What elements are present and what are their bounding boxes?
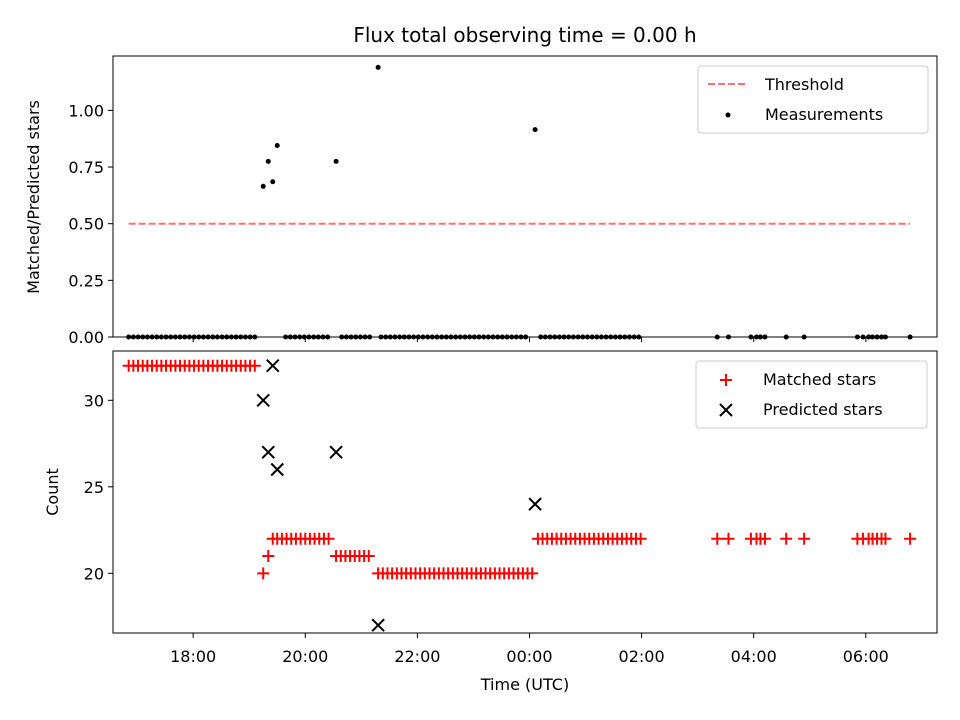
measurement-point — [532, 127, 538, 133]
predicted-star-marker — [261, 445, 275, 459]
predicted-legend-swatch — [719, 403, 733, 417]
top-y-ticks: 0.00 0.25 0.50 0.75 1.00 — [68, 101, 113, 347]
bottom-legend: Matched stars Predicted stars — [695, 360, 928, 429]
predicted-star-marker — [266, 358, 280, 373]
top-y-tick-label: 1.00 — [68, 101, 104, 120]
bottom-x-tick-label: 18:00 — [170, 647, 216, 666]
bottom-x-tick-label: 02:00 — [619, 647, 665, 666]
chart-title: Flux total observing time = 0.00 h — [353, 23, 696, 47]
predicted-star-marker — [329, 445, 343, 459]
matched-star-marker — [262, 550, 275, 563]
matched-star-marker — [257, 567, 270, 580]
measurement-point — [375, 64, 381, 70]
bottom-axes-frame — [112, 350, 938, 634]
top-axes-frame — [112, 55, 938, 338]
bottom-x-tick-label: 06:00 — [843, 647, 889, 666]
bottom-x-tick-label: 04:00 — [731, 647, 777, 666]
matched-star-marker — [248, 359, 261, 372]
measurement-point — [260, 183, 266, 189]
bottom-y-tick-label: 20 — [84, 564, 104, 583]
matched-star-marker — [526, 567, 539, 580]
bottom-plot-marks — [122, 358, 917, 632]
matched-star-marker — [780, 532, 793, 545]
matched-star-marker — [904, 532, 917, 545]
top-y-tick-label: 0.75 — [68, 158, 104, 177]
predicted-star-marker — [528, 497, 542, 511]
measurement-point — [265, 158, 271, 164]
matched-legend-swatch — [720, 374, 732, 386]
measurement-point — [333, 158, 339, 164]
predicted-star-marker — [371, 618, 385, 632]
top-x-ticks — [192, 337, 867, 342]
top-legend: Threshold Measurements — [697, 65, 929, 134]
measurements-legend-label: Measurements — [765, 105, 883, 124]
bottom-panel: 20 25 30 18:00 20:00 22:00 00:00 02:00 04:00 06:… — [43, 350, 938, 694]
matched-star-marker — [722, 532, 735, 545]
matched-star-marker — [634, 532, 647, 545]
top-y-tick-label: 0.25 — [68, 271, 104, 290]
bottom-x-ticks: 18:00 20:00 22:00 00:00 02:00 04:00 06:00 — [170, 633, 889, 666]
measurement-point — [274, 143, 280, 149]
bottom-y-tick-label: 30 — [84, 391, 104, 410]
predicted-legend-label: Predicted stars — [763, 400, 883, 419]
bottom-x-axis-label: Time (UTC) — [480, 675, 569, 694]
matched-star-marker — [711, 532, 724, 545]
bottom-x-tick-label: 20:00 — [282, 647, 328, 666]
bottom-y-axis-label: Count — [43, 468, 62, 516]
top-y-axis-label: Matched/Predicted stars — [24, 100, 43, 294]
bottom-y-ticks: 20 25 30 — [84, 391, 113, 583]
predicted-star-marker — [270, 462, 284, 477]
matched-star-marker — [362, 550, 375, 563]
bottom-x-tick-label: 22:00 — [394, 647, 440, 666]
matched-star-marker — [758, 532, 771, 545]
measurement-point — [270, 179, 276, 185]
matched-legend-label: Matched stars — [763, 370, 876, 389]
top-panel: 0.00 0.25 0.50 0.75 1.00 Matched/Predicted s… — [24, 55, 938, 347]
threshold-legend-label: Threshold — [764, 75, 844, 94]
matched-star-marker — [879, 532, 892, 545]
top-y-tick-label: 0.50 — [68, 215, 104, 234]
matched-star-marker — [266, 532, 279, 545]
bottom-y-tick-label: 25 — [84, 478, 104, 497]
top-legend-box — [697, 65, 929, 134]
top-y-tick-label: 0.00 — [68, 328, 104, 347]
bottom-legend-box — [695, 360, 928, 429]
predicted-star-marker — [256, 393, 270, 408]
measurements-legend-swatch — [725, 112, 731, 118]
matched-star-marker — [322, 532, 335, 545]
matched-star-marker — [798, 532, 811, 545]
bottom-x-tick-label: 00:00 — [506, 647, 552, 666]
